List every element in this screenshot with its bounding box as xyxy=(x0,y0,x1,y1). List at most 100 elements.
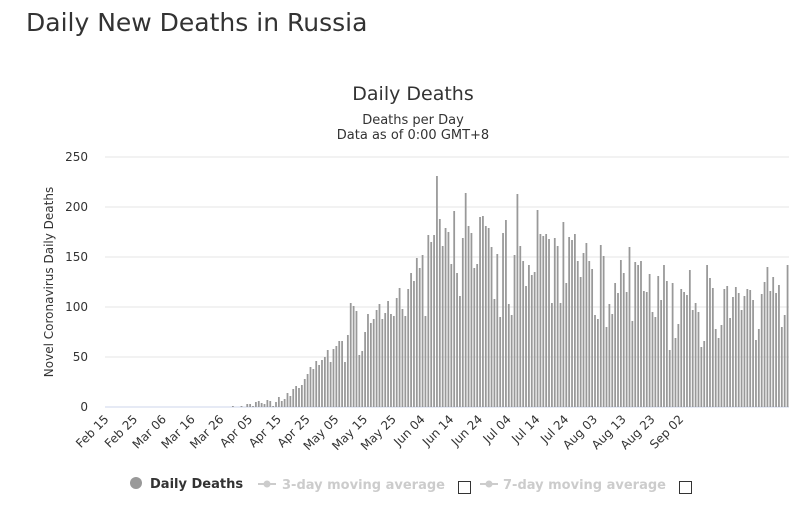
checkbox-7-day-average[interactable] xyxy=(679,481,692,494)
bar[interactable] xyxy=(539,234,542,407)
bar[interactable] xyxy=(295,386,298,407)
bar[interactable] xyxy=(542,236,545,407)
bar[interactable] xyxy=(260,403,263,407)
bar[interactable] xyxy=(668,350,671,407)
bar[interactable] xyxy=(401,309,404,407)
bar[interactable] xyxy=(367,314,369,407)
bar[interactable] xyxy=(464,193,467,407)
bar[interactable] xyxy=(700,347,703,407)
bar[interactable] xyxy=(277,397,280,407)
bar[interactable] xyxy=(292,389,295,407)
bar[interactable] xyxy=(780,327,783,407)
bar[interactable] xyxy=(648,274,651,407)
bar[interactable] xyxy=(410,273,412,407)
bar[interactable] xyxy=(309,367,312,407)
bar[interactable] xyxy=(783,315,786,407)
bar[interactable] xyxy=(591,269,594,407)
bar[interactable] xyxy=(711,288,714,407)
bar[interactable] xyxy=(421,255,424,407)
bar[interactable] xyxy=(459,296,461,407)
bar[interactable] xyxy=(737,293,740,407)
bar[interactable] xyxy=(574,234,576,407)
bar[interactable] xyxy=(427,235,430,407)
bar[interactable] xyxy=(709,278,711,407)
bar[interactable] xyxy=(332,349,335,407)
legend-item-7-day-average[interactable]: 7-day moving average xyxy=(480,478,666,493)
bar[interactable] xyxy=(651,312,654,407)
bar[interactable] xyxy=(318,365,320,407)
bar[interactable] xyxy=(628,247,631,407)
bar[interactable] xyxy=(631,321,634,407)
bar[interactable] xyxy=(746,289,749,407)
bar[interactable] xyxy=(232,406,234,407)
bar[interactable] xyxy=(430,242,433,407)
bar[interactable] xyxy=(594,315,596,407)
bar[interactable] xyxy=(510,315,513,407)
bar[interactable] xyxy=(493,299,496,407)
bar[interactable] xyxy=(300,385,303,407)
bar[interactable] xyxy=(677,324,680,407)
bar[interactable] xyxy=(346,335,349,407)
bar[interactable] xyxy=(599,245,602,407)
bar[interactable] xyxy=(755,340,757,407)
bar[interactable] xyxy=(298,388,300,407)
legend-item-daily-deaths[interactable]: Daily Deaths xyxy=(130,477,243,492)
bar[interactable] xyxy=(671,283,674,407)
bar[interactable] xyxy=(269,401,272,407)
bar[interactable] xyxy=(763,282,766,407)
bar[interactable] xyxy=(341,341,343,407)
bar[interactable] xyxy=(726,286,729,407)
bar[interactable] xyxy=(453,211,456,407)
bar[interactable] xyxy=(424,316,427,407)
bar[interactable] xyxy=(303,379,306,407)
bar[interactable] xyxy=(358,355,361,407)
bar[interactable] xyxy=(657,276,660,407)
bar[interactable] xyxy=(479,217,481,407)
bar[interactable] xyxy=(717,338,720,407)
bar[interactable] xyxy=(530,275,533,407)
bar[interactable] xyxy=(496,254,499,407)
bar[interactable] xyxy=(283,399,286,407)
bar[interactable] xyxy=(395,298,398,407)
bar[interactable] xyxy=(522,261,525,407)
bar[interactable] xyxy=(398,288,401,407)
bar[interactable] xyxy=(680,289,683,407)
bar[interactable] xyxy=(729,318,731,407)
bar[interactable] xyxy=(743,296,746,407)
bar[interactable] xyxy=(507,304,510,407)
bar[interactable] xyxy=(688,270,691,407)
bar[interactable] xyxy=(714,329,717,407)
bar[interactable] xyxy=(645,292,648,407)
bar[interactable] xyxy=(619,260,622,407)
bar[interactable] xyxy=(275,402,277,407)
bar[interactable] xyxy=(447,232,450,407)
bar[interactable] xyxy=(306,374,309,407)
bar[interactable] xyxy=(706,265,708,407)
bar[interactable] xyxy=(625,292,628,407)
bar[interactable] xyxy=(760,294,763,407)
bar[interactable] xyxy=(502,233,504,407)
bar[interactable] xyxy=(263,404,266,407)
bar[interactable] xyxy=(280,401,283,407)
bar[interactable] xyxy=(413,281,415,407)
bar[interactable] xyxy=(565,283,568,407)
bar[interactable] xyxy=(254,402,257,407)
bar[interactable] xyxy=(775,293,777,407)
bar[interactable] xyxy=(516,194,519,407)
bar[interactable] xyxy=(390,314,392,407)
bar[interactable] xyxy=(525,286,527,407)
bar[interactable] xyxy=(694,303,697,407)
bar[interactable] xyxy=(272,406,275,407)
bar[interactable] xyxy=(240,406,243,407)
bar[interactable] xyxy=(588,261,591,407)
bar[interactable] xyxy=(528,265,530,407)
bar[interactable] xyxy=(441,246,444,407)
bar[interactable] xyxy=(249,404,252,407)
bar[interactable] xyxy=(335,346,338,407)
bar[interactable] xyxy=(323,357,326,407)
bar[interactable] xyxy=(757,329,760,407)
bar[interactable] xyxy=(372,319,375,407)
bar[interactable] xyxy=(315,361,318,407)
bar[interactable] xyxy=(571,240,573,407)
bar[interactable] xyxy=(576,261,579,407)
